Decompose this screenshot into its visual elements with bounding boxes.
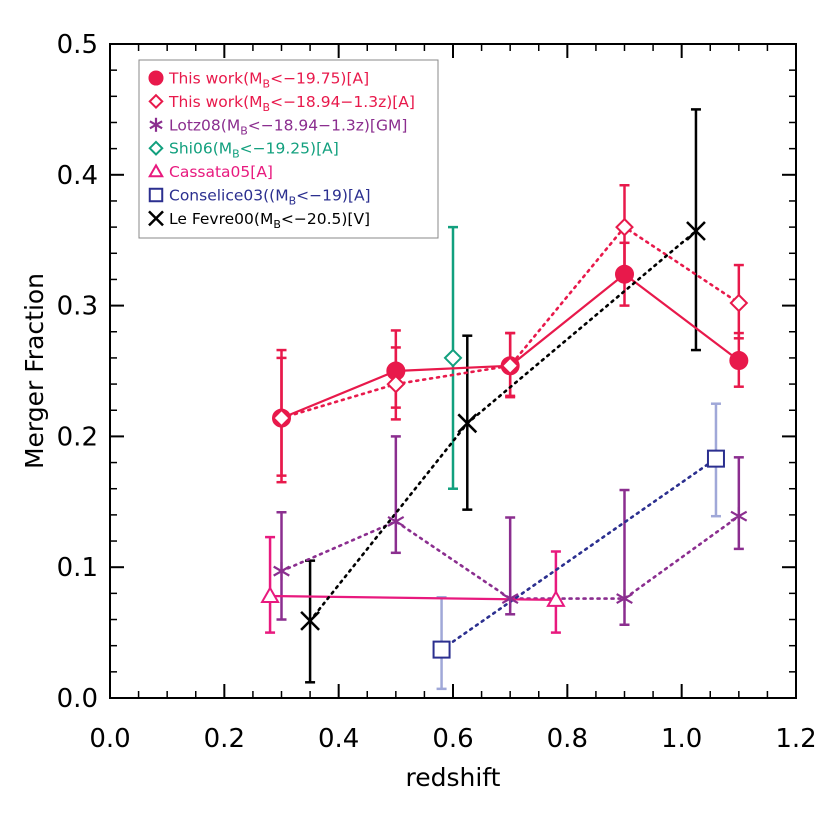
legend-label: This work(MB<−18.94−1.3z)[A] <box>168 93 415 114</box>
x-tick-label: 0.4 <box>318 724 359 754</box>
legend-text-run: <−20.5)[V] <box>281 210 370 228</box>
series-line <box>280 514 741 600</box>
open-diamond-marker <box>386 374 406 394</box>
series-line <box>280 225 741 420</box>
series-line <box>440 457 718 651</box>
x-tick-label: 0.2 <box>204 724 245 754</box>
open-diamond-marker <box>615 217 634 237</box>
x-stroke <box>686 221 706 241</box>
open-diamond-marker <box>729 293 749 313</box>
y-tick-label: 0.2 <box>57 422 98 452</box>
asterisk-marker <box>501 589 519 608</box>
legend-label: This work(MB<−19.75)[A] <box>168 70 369 91</box>
legend-text-run: Lotz08(M <box>169 116 240 134</box>
x-tick-label: 1.2 <box>775 724 816 754</box>
y-tick-label: 0.0 <box>57 684 98 714</box>
open-square-marker <box>148 187 164 203</box>
legend-text-run: Shi06(M <box>169 140 232 158</box>
asterisk-marker <box>616 589 633 608</box>
asterisk-stroke <box>616 593 633 605</box>
x-marker <box>148 210 164 227</box>
data-markers <box>260 217 749 659</box>
open-triangle-marker <box>148 163 164 178</box>
asterisk-stroke <box>387 515 405 527</box>
legend-text-run: <−19)[A] <box>296 187 370 205</box>
legend-box <box>138 59 439 239</box>
filled-circle-marker <box>615 264 634 284</box>
y-tick-label: 0.4 <box>57 161 98 191</box>
legend-subscript: B <box>263 78 271 91</box>
asterisk-marker <box>149 117 163 132</box>
x-marker <box>457 413 478 434</box>
legend-subscript: B <box>273 218 281 231</box>
legend-text-run: <−18.94−1.3z)[GM] <box>248 116 408 134</box>
open-diamond-marker <box>148 93 164 110</box>
asterisk-marker <box>730 507 748 526</box>
asterisk-stroke <box>273 565 290 577</box>
legend-subscript: B <box>289 195 297 208</box>
open-diamond-marker <box>272 408 291 428</box>
legend-label: Shi06(MB<−19.25)[A] <box>169 140 339 161</box>
legend-label: Cassata05[A] <box>169 163 273 181</box>
legend-text-run: <−18.94−1.3z)[A] <box>270 93 415 111</box>
legend-subscript: B <box>240 124 248 137</box>
x-tick-label: 0.0 <box>89 724 130 754</box>
asterisk-marker <box>273 562 290 581</box>
legend-label: Le Fevre00(MB<−20.5)[V] <box>169 210 370 231</box>
y-tick-label: 0.5 <box>57 30 98 60</box>
asterisk-stroke <box>149 120 163 130</box>
legend: This work(MB<−19.75)[A]This work(MB<−18.… <box>138 59 439 239</box>
asterisk-stroke <box>730 510 748 522</box>
legend-text-run: Le Fevre00(M <box>169 210 273 228</box>
x-axis-title: redshift <box>406 763 501 792</box>
open-diamond-marker <box>500 356 520 376</box>
legend-subscript: B <box>232 148 240 161</box>
filled-circle-marker <box>148 70 164 86</box>
x-tick-label: 0.8 <box>547 724 588 754</box>
open-triangle-marker <box>546 589 566 607</box>
tick-labels: 0.0 0.2 0.4 0.6 0.8 1.0 1.2 0.0 0.1 0.2 0.3 0.4 0.5 <box>57 30 817 754</box>
legend-label: Lotz08(MB<−18.94−1.3z)[GM] <box>169 116 407 137</box>
open-triangle-marker <box>260 585 280 603</box>
open-square-marker <box>432 640 451 659</box>
y-tick-label: 0.3 <box>57 292 98 322</box>
legend-text-run: <−19.75)[A] <box>270 70 369 88</box>
x-stroke <box>457 413 478 434</box>
open-square-marker <box>706 449 725 468</box>
y-tick-label: 0.1 <box>57 553 98 583</box>
legend-text-run: This work(M <box>168 93 263 111</box>
asterisk-stroke <box>501 593 519 605</box>
filled-circle-marker <box>729 351 749 371</box>
legend-text-run: <−19.25)[A] <box>240 140 339 158</box>
asterisk-marker <box>387 512 405 531</box>
x-tick-label: 1.0 <box>661 724 702 754</box>
x-marker <box>686 221 706 241</box>
legend-text-run: This work(M <box>168 70 263 88</box>
y-axis-title: Merger Fraction <box>20 273 49 469</box>
legend-text-run: Conselice03((M <box>169 187 289 205</box>
legend-text-run: Cassata05[A] <box>169 163 273 181</box>
open-diamond-marker <box>443 348 463 368</box>
tick-marks <box>109 43 797 699</box>
legend-subscript: B <box>263 101 271 114</box>
x-stroke <box>300 610 320 631</box>
x-tick-label: 0.6 <box>432 724 473 754</box>
x-stroke <box>148 210 164 227</box>
open-diamond-marker <box>148 140 164 156</box>
legend-label: Conselice03((MB<−19)[A] <box>169 187 371 208</box>
x-marker <box>300 610 320 631</box>
